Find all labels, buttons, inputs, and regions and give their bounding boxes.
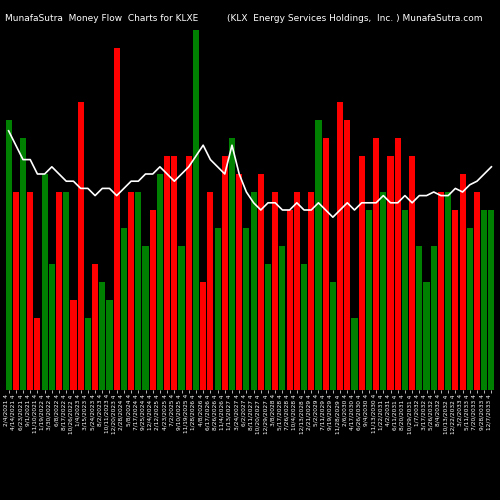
Bar xyxy=(142,246,148,390)
Bar xyxy=(337,102,343,390)
Bar xyxy=(416,246,422,390)
Bar xyxy=(135,192,141,390)
Bar xyxy=(229,138,235,390)
Bar xyxy=(70,300,76,390)
Bar xyxy=(394,138,401,390)
Bar xyxy=(99,282,105,390)
Bar xyxy=(344,120,350,390)
Bar xyxy=(236,174,242,390)
Bar xyxy=(373,138,379,390)
Bar xyxy=(34,318,40,390)
Bar xyxy=(42,174,48,390)
Bar xyxy=(244,228,250,390)
Bar xyxy=(445,192,451,390)
Bar xyxy=(20,138,26,390)
Bar xyxy=(208,192,214,390)
Bar xyxy=(157,174,163,390)
Bar xyxy=(56,192,62,390)
Bar xyxy=(330,282,336,390)
Bar xyxy=(438,192,444,390)
Bar xyxy=(63,192,70,390)
Bar xyxy=(308,192,314,390)
Bar xyxy=(366,210,372,390)
Bar xyxy=(294,192,300,390)
Bar xyxy=(481,210,488,390)
Bar xyxy=(12,192,19,390)
Bar xyxy=(27,192,34,390)
Bar xyxy=(150,210,156,390)
Bar xyxy=(78,102,84,390)
Bar xyxy=(488,210,494,390)
Bar xyxy=(280,246,285,390)
Bar xyxy=(460,174,466,390)
Bar xyxy=(380,192,386,390)
Bar xyxy=(272,192,278,390)
Bar xyxy=(172,156,177,390)
Bar xyxy=(430,246,437,390)
Bar xyxy=(474,192,480,390)
Bar xyxy=(388,156,394,390)
Bar xyxy=(114,48,120,390)
Bar xyxy=(49,264,55,390)
Text: MunafaSutra  Money Flow  Charts for KLXE          (KLX  Energy Services Holdings: MunafaSutra Money Flow Charts for KLXE (… xyxy=(5,14,482,23)
Bar xyxy=(6,120,12,390)
Bar xyxy=(178,246,184,390)
Bar xyxy=(402,210,408,390)
Bar xyxy=(322,138,328,390)
Bar xyxy=(92,264,98,390)
Bar xyxy=(85,318,91,390)
Bar xyxy=(214,228,220,390)
Bar xyxy=(164,156,170,390)
Bar xyxy=(452,210,458,390)
Bar xyxy=(358,156,365,390)
Bar xyxy=(286,210,292,390)
Bar xyxy=(301,264,307,390)
Bar xyxy=(258,174,264,390)
Bar xyxy=(200,282,206,390)
Bar xyxy=(466,228,473,390)
Bar xyxy=(424,282,430,390)
Bar xyxy=(106,300,112,390)
Bar xyxy=(186,156,192,390)
Bar xyxy=(265,264,271,390)
Bar xyxy=(222,156,228,390)
Bar xyxy=(121,228,127,390)
Bar xyxy=(352,318,358,390)
Bar xyxy=(409,156,415,390)
Bar xyxy=(128,192,134,390)
Bar xyxy=(316,120,322,390)
Bar xyxy=(193,30,199,390)
Bar xyxy=(250,192,256,390)
